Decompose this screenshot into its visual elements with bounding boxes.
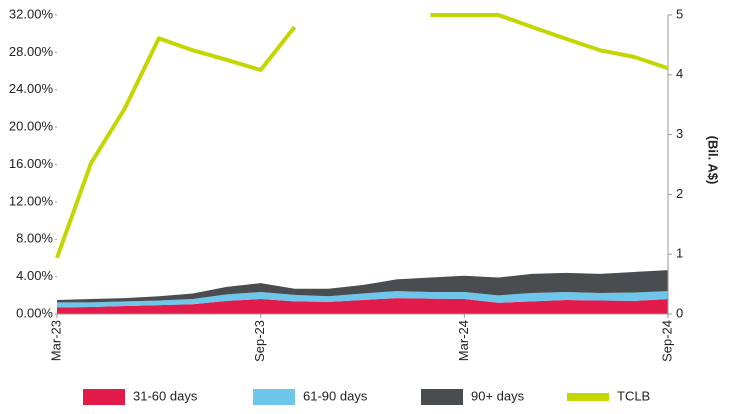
legend-label: 61-90 days	[303, 388, 368, 403]
x-tick-label: Sep-24	[659, 320, 674, 362]
legend-label: 90+ days	[471, 388, 525, 403]
y-tick-label: 12.00%	[9, 193, 54, 208]
y2-tick-label: 1	[676, 246, 683, 261]
legend-label: TCLB	[617, 388, 650, 403]
area	[57, 291, 668, 308]
y2-tick-label: 0	[676, 305, 683, 320]
legend-label: 31-60 days	[133, 388, 198, 403]
y-tick-label: 8.00%	[16, 231, 53, 246]
y2-tick-label: 4	[676, 66, 683, 81]
legend-swatch	[253, 389, 295, 405]
x-tick-label: Mar-24	[456, 320, 471, 361]
y-tick-label: 0.00%	[16, 305, 53, 320]
area	[57, 298, 668, 314]
y2-axis-label: (Bil. A$)	[706, 136, 721, 185]
area	[57, 270, 668, 303]
x-tick-label: Sep-23	[252, 320, 267, 362]
y-tick-label: 20.00%	[9, 119, 54, 134]
y-tick-label: 24.00%	[9, 81, 54, 96]
x-tick-label: Mar-23	[48, 320, 63, 361]
y-tick-label: 28.00%	[9, 44, 54, 59]
legend-swatch	[421, 389, 463, 405]
y-tick-label: 16.00%	[9, 156, 54, 171]
y-tick-label: 32.00%	[9, 6, 54, 21]
legend-swatch	[83, 389, 125, 405]
y-tick-label: 4.00%	[16, 268, 53, 283]
y2-tick-label: 5	[676, 6, 683, 21]
y2-tick-label: 3	[676, 126, 683, 141]
legend-swatch	[567, 393, 609, 401]
y2-tick-label: 2	[676, 186, 683, 201]
line	[55, 13, 669, 259]
